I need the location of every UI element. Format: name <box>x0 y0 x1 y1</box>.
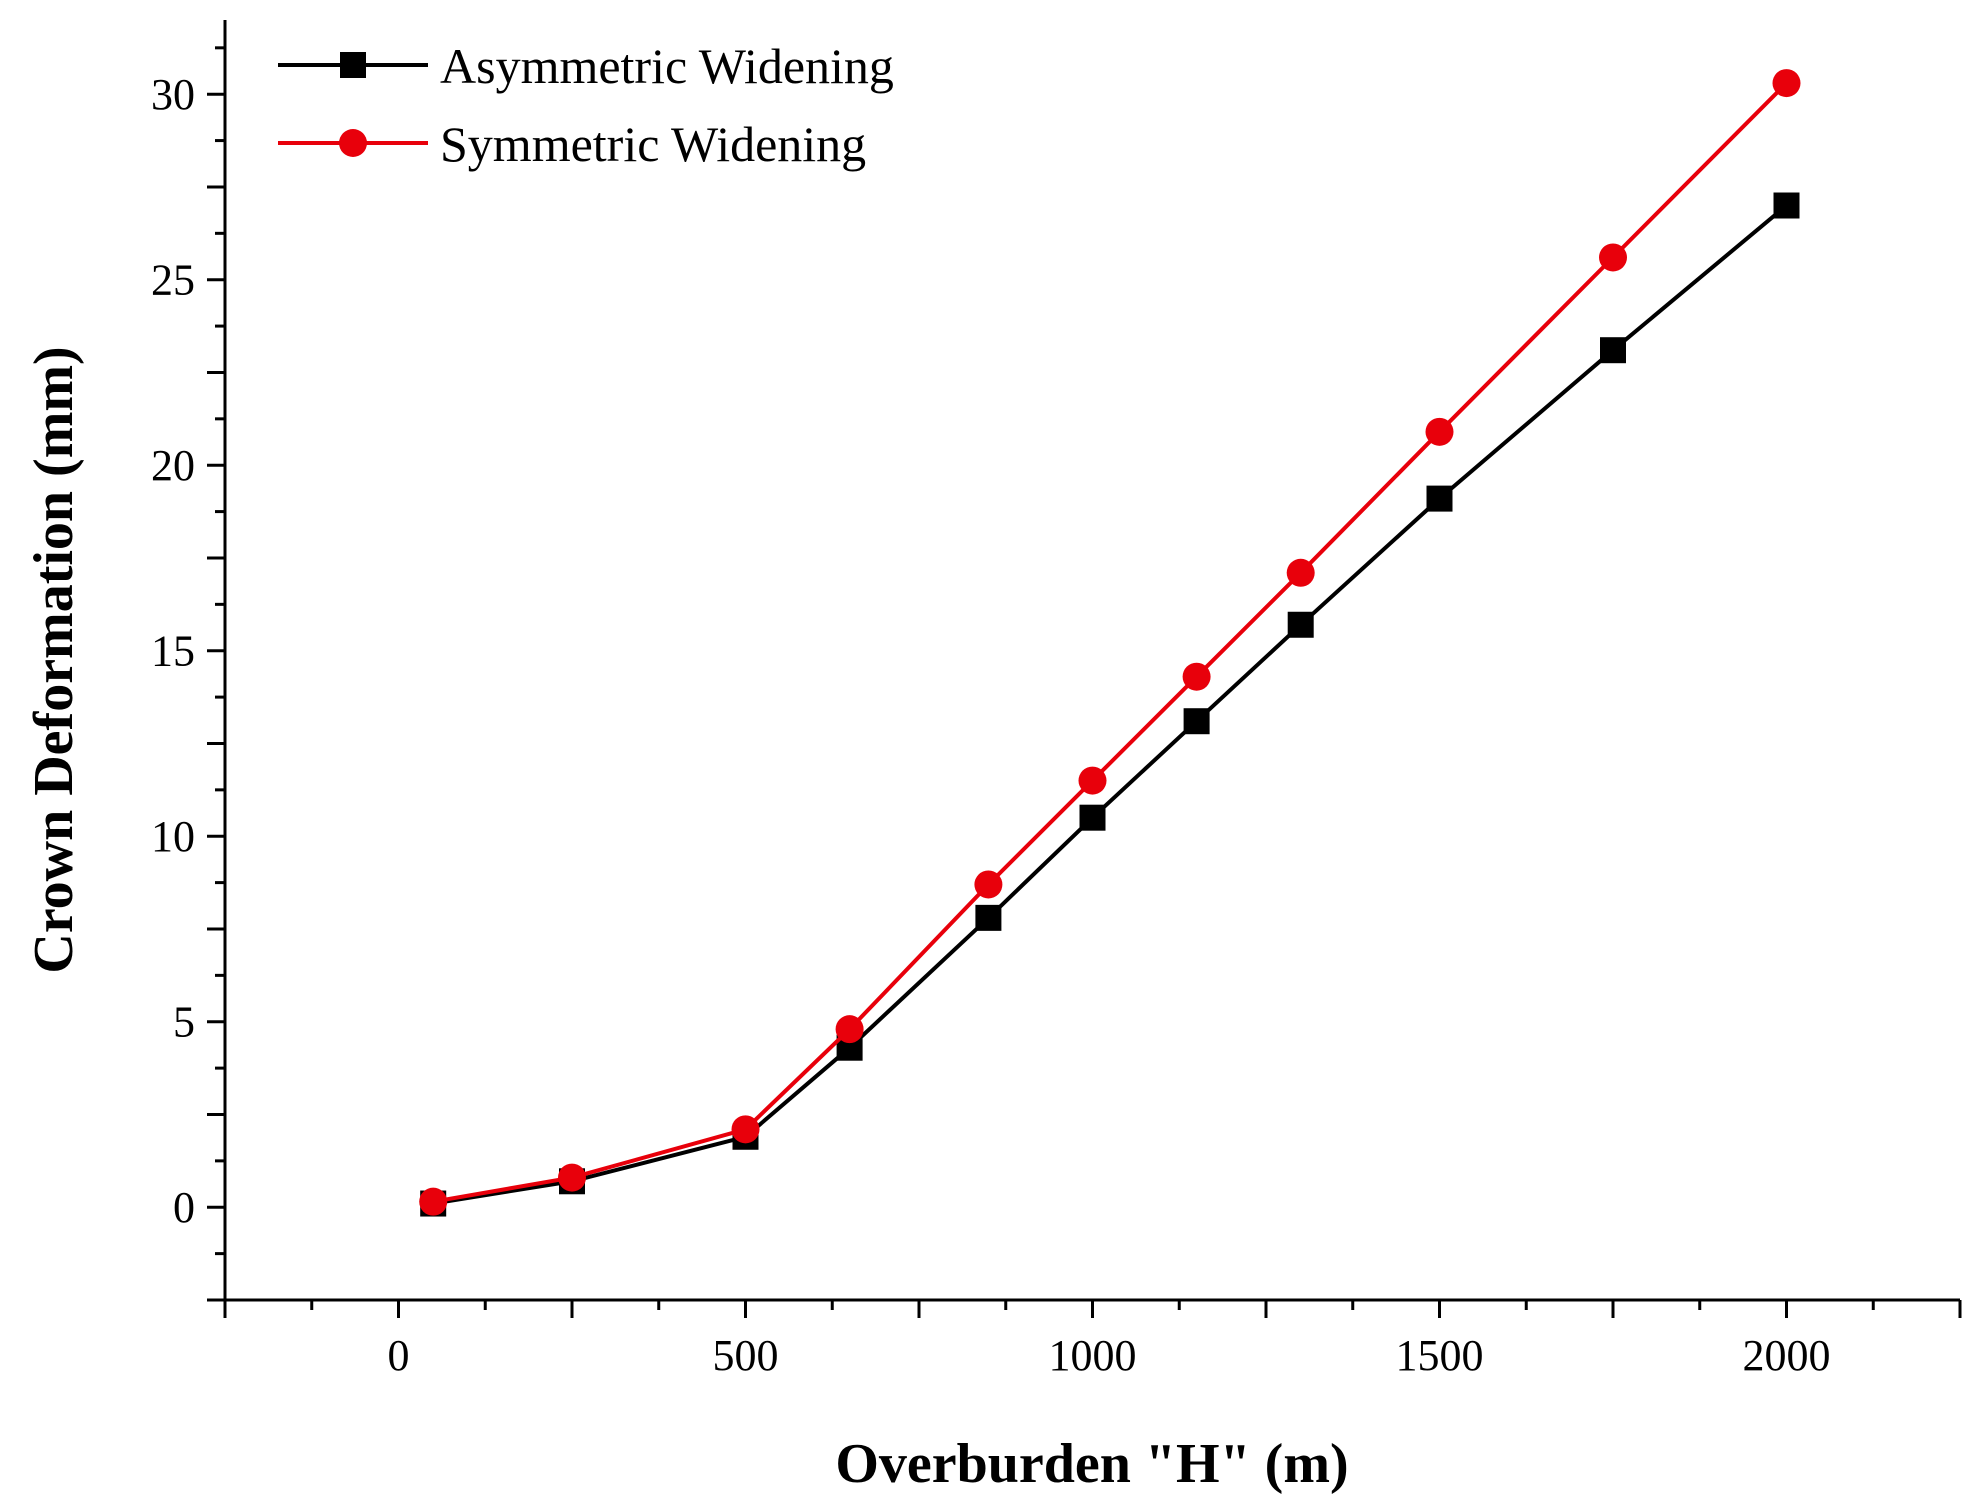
data-point-circle <box>1286 558 1315 587</box>
series-asymmetric-widening <box>420 192 1800 1217</box>
data-point-circle <box>835 1015 864 1044</box>
series-symmetric-widening <box>419 69 1801 1216</box>
data-point-square <box>1183 708 1210 735</box>
x-tick-label: 1000 <box>1049 1331 1137 1380</box>
axis-tick-labels: 0 500 1000 1500 2000 0 5 10 15 20 25 30 <box>151 70 1831 1380</box>
data-point-circle <box>1182 662 1211 691</box>
legend-circle-marker-icon <box>339 129 367 157</box>
data-point-circle <box>558 1163 586 1192</box>
axes <box>223 20 1960 1302</box>
y-tick-label: 0 <box>173 1183 195 1232</box>
data-point-circle <box>419 1187 448 1216</box>
legend-item-asymmetric: Asymmetric Widening <box>278 38 894 94</box>
data-point-circle <box>974 870 1003 899</box>
legend-label-symmetric: Symmetric Widening <box>440 116 866 172</box>
series-line <box>432 203 1788 1206</box>
y-axis-title: Crown Deformation (mm) <box>23 346 85 973</box>
data-point-circle <box>1425 417 1454 446</box>
y-tick-label: 20 <box>151 441 195 490</box>
legend-item-symmetric: Symmetric Widening <box>278 116 866 172</box>
data-point-circle <box>1772 69 1801 98</box>
axis-ticks <box>207 46 1962 1318</box>
x-tick-label: 500 <box>713 1331 779 1380</box>
y-tick-label: 25 <box>151 256 195 305</box>
y-tick-label: 30 <box>151 70 195 119</box>
series-line <box>432 81 1788 1204</box>
x-tick-label: 1500 <box>1396 1331 1484 1380</box>
x-axis-title: Overburden "H" (m) <box>835 1433 1348 1495</box>
x-tick-label: 2000 <box>1743 1331 1831 1380</box>
y-tick-label: 15 <box>151 627 195 676</box>
data-point-circle <box>1078 766 1107 795</box>
x-tick-label: 0 <box>388 1331 410 1380</box>
data-point-square <box>1600 337 1626 364</box>
legend-square-marker-icon <box>340 52 366 78</box>
data-point-square <box>1287 611 1314 638</box>
data-point-square <box>1426 485 1453 512</box>
y-tick-label: 10 <box>151 812 195 861</box>
data-point-circle <box>731 1115 760 1144</box>
legend: Asymmetric Widening Symmetric Widening <box>278 38 894 172</box>
legend-label-asymmetric: Asymmetric Widening <box>440 38 894 94</box>
data-point-square <box>1079 804 1106 831</box>
data-point-square <box>975 904 1002 931</box>
y-tick-label: 5 <box>173 998 195 1047</box>
series-layer <box>419 69 1801 1217</box>
data-point-circle <box>1599 243 1627 272</box>
data-point-square <box>1773 192 1800 219</box>
